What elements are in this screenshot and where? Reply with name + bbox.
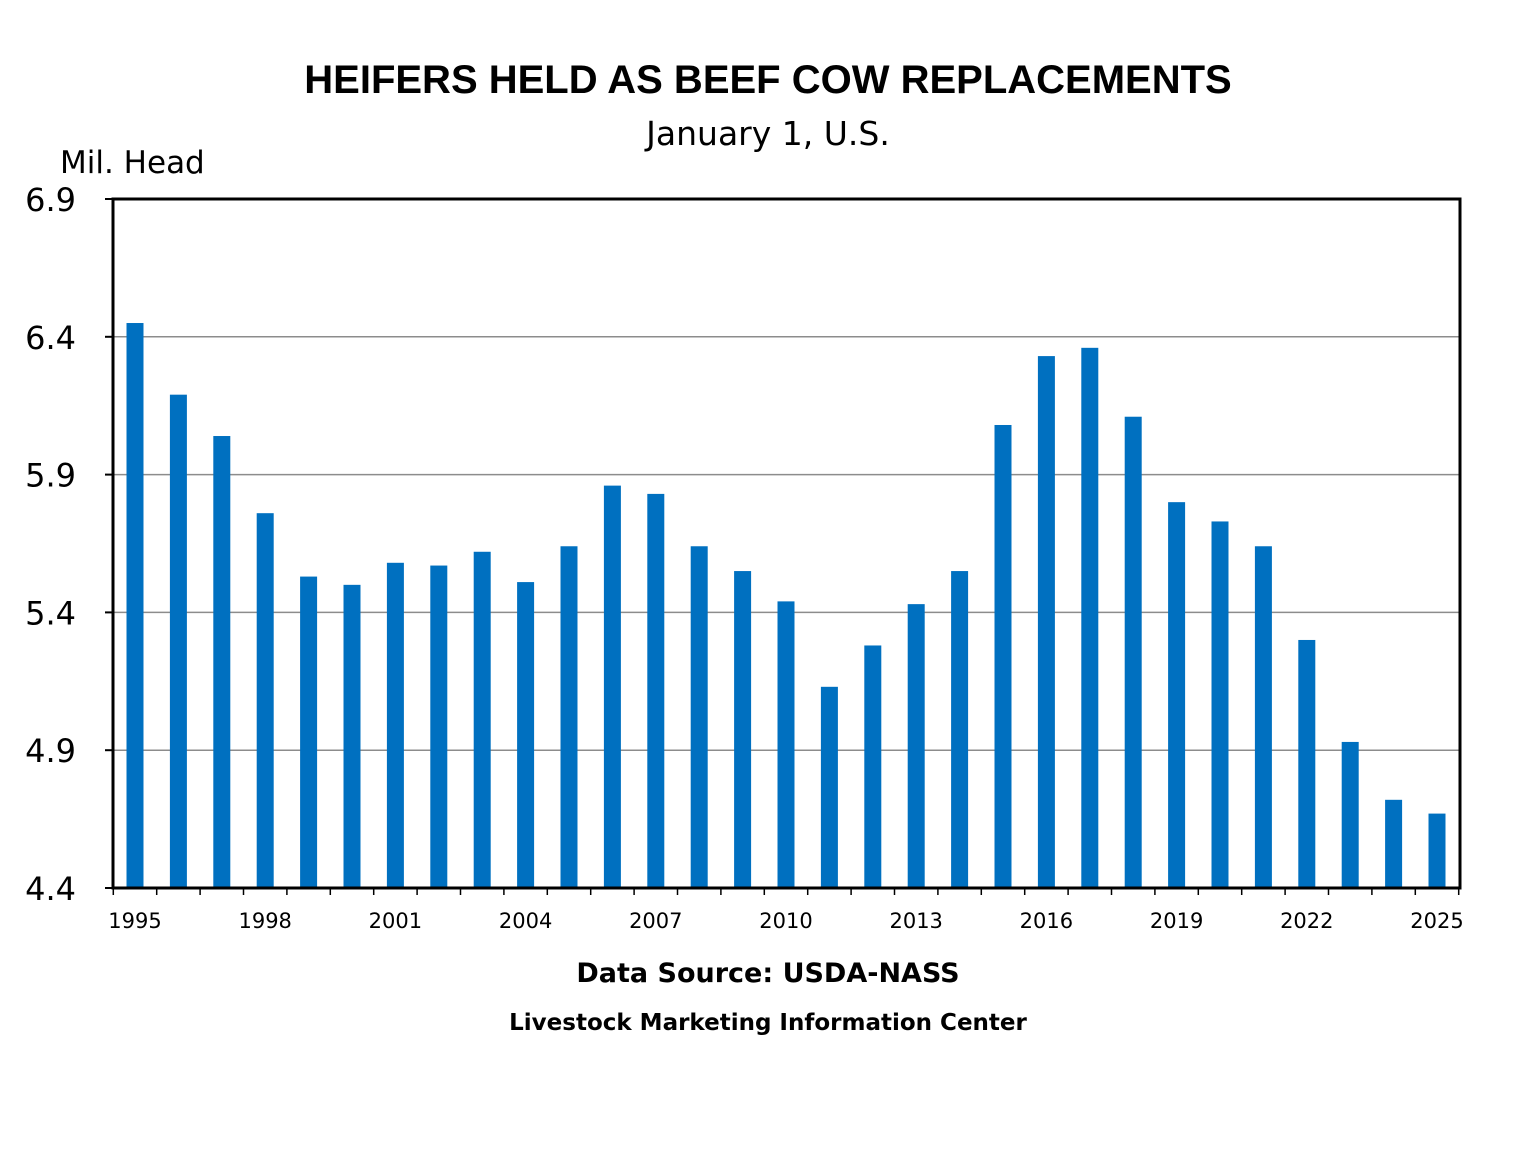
bar-2021 [1254,546,1272,888]
bar-2007 [647,493,665,888]
x-tick-label: 2013 [889,909,942,933]
x-tick-label: 2010 [759,909,812,933]
x-tick-label: 2022 [1280,909,1333,933]
x-tick-label: 2001 [369,909,422,933]
x-tick-label: 2004 [499,909,552,933]
bar-1996 [169,394,187,888]
bar-2008 [690,546,708,888]
bar-2004 [517,582,535,888]
y-tick-label: 6.4 [25,319,76,357]
bar-2018 [1124,416,1142,888]
bar-2001 [386,562,404,888]
y-tick-label: 4.9 [25,732,76,770]
chart-title: HEIFERS HELD AS BEEF COW REPLACEMENTS [304,58,1232,102]
bar-2010 [777,601,795,888]
chart-subtitle: January 1, U.S. [646,114,890,153]
bar-2017 [1081,347,1099,889]
bar-2023 [1341,741,1359,888]
bar-1999 [300,576,318,888]
y-tick-label: 5.4 [25,594,76,632]
bar-2024 [1385,799,1403,888]
x-tick-label: 2016 [1020,909,1073,933]
bar-2015 [994,424,1012,888]
bar-2025 [1428,813,1446,888]
bar-2009 [734,571,752,888]
x-tick-label: 2007 [629,909,682,933]
x-tick-label: 1998 [238,909,291,933]
x-tick-label: 2019 [1150,909,1203,933]
bar-2005 [560,546,578,888]
x-tick-label: 2025 [1410,909,1463,933]
bar-2013 [907,604,925,888]
plot-border [111,197,1462,890]
bar-2000 [343,584,361,888]
bar-2022 [1298,639,1316,888]
bar-2002 [430,565,448,888]
organization: Livestock Marketing Information Center [509,1010,1027,1036]
bar-2003 [473,551,491,888]
bar-2014 [951,571,969,888]
bar-2011 [820,686,838,888]
bar-1998 [256,513,274,888]
bar-2012 [864,645,882,888]
bar-1995 [126,323,144,888]
bar-2020 [1211,521,1229,888]
bar-2016 [1037,356,1055,888]
y-tick-label: 4.4 [25,870,76,908]
x-tick-label: 1995 [108,909,161,933]
y-axis-label: Mil. Head [60,145,205,181]
y-tick-label: 6.9 [25,181,76,219]
y-tick-label: 5.9 [25,457,76,495]
data-source: Data Source: USDA-NASS [576,958,960,989]
bar-2006 [603,485,621,888]
bar-2019 [1168,502,1186,888]
bar-1997 [213,436,231,888]
